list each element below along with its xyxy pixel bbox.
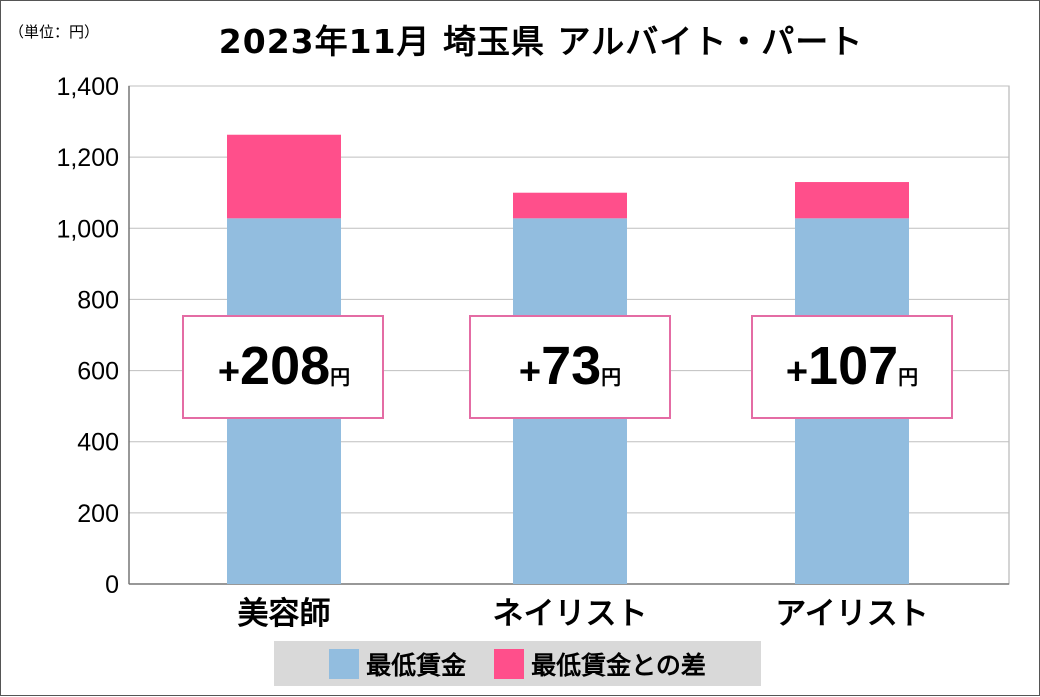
annotation-box: [751, 315, 953, 419]
legend-item-difference: 最低賃金との差: [494, 646, 706, 682]
annotation-box: [469, 315, 671, 419]
annotation-label: +73円: [519, 336, 621, 396]
chart-title: 2023年11月 埼玉県 アルバイト・パート: [218, 22, 864, 61]
bar-difference: [227, 134, 341, 219]
legend: 最低賃金 最低賃金との差: [274, 641, 761, 686]
annotation-label: +107円: [786, 336, 918, 396]
y-tick-label: 600: [77, 358, 119, 386]
y-tick-label: 1,400: [56, 73, 119, 101]
bar-difference: [795, 182, 909, 219]
legend-label-min-wage: 最低賃金: [366, 650, 467, 680]
x-tick-label: ネイリスト: [493, 596, 648, 632]
y-tick-label: 0: [105, 571, 119, 599]
y-tick-label: 1,000: [56, 215, 119, 243]
legend-swatch-difference: [494, 648, 525, 679]
y-tick-label: 800: [77, 286, 119, 314]
unit-label: （単位：円）: [9, 23, 100, 41]
y-tick-label: 1,200: [56, 144, 119, 172]
annotation-label: +208円: [218, 336, 350, 396]
legend-swatch-min-wage: [329, 648, 360, 679]
y-tick-label: 400: [77, 429, 119, 457]
bar-difference: [513, 192, 627, 219]
annotation-box: [182, 315, 384, 419]
y-tick-label: 200: [77, 500, 119, 528]
legend-item-min-wage: 最低賃金: [329, 646, 466, 682]
legend-label-difference: 最低賃金との差: [531, 650, 706, 680]
x-tick-label: 美容師: [238, 596, 331, 632]
x-tick-label: アイリスト: [775, 596, 928, 632]
